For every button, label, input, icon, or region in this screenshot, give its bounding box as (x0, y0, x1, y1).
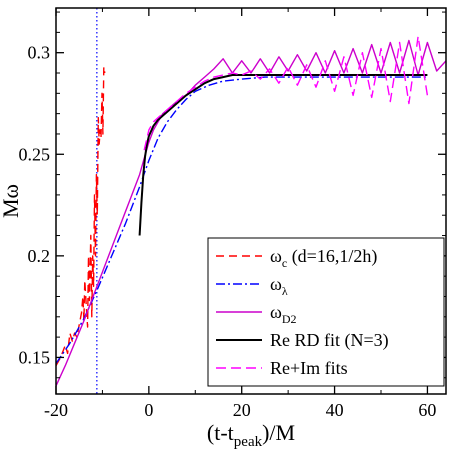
legend-label-5: Re+Im fits (270, 358, 348, 378)
axis-layer: -20 0 20 40 60 0.15 0.2 0.25 0.3 (t-tpeak)/M Mω (0, 7, 447, 450)
legend-label-1: ωc (d=16,1/2h) (270, 246, 377, 270)
legend-label-main: ω (270, 246, 282, 266)
legend-label-main: ω (270, 302, 282, 322)
legend-label-main: Re+Im fits (270, 358, 348, 378)
series-line-2 (56, 76, 428, 364)
legend-label-tail: (d=16,1/2h) (287, 246, 377, 267)
x-tick-label: -20 (44, 400, 68, 420)
x-tick-label: 20 (233, 400, 251, 420)
y-axis-label: Mω (0, 184, 23, 218)
legend-label-main: ω (270, 274, 282, 294)
plot-layer (56, 8, 446, 394)
series-line-3 (56, 39, 446, 387)
legend-label-sub: λ (282, 284, 288, 298)
x-tick-label: 60 (418, 400, 436, 420)
y-tick-label: 0.2 (28, 246, 51, 266)
plot-frame (55, 7, 447, 395)
legend-label-3: ωD2 (270, 302, 297, 326)
legend-label-sub: c (282, 256, 287, 270)
x-axis-label-tail: )/M (262, 420, 295, 445)
series-line-4 (138, 74, 428, 236)
series-line-1 (56, 66, 106, 366)
legend-label-main: Re RD fit (N=3) (270, 330, 389, 351)
series-line-5 (143, 35, 429, 151)
x-axis-label-sub: peak (234, 434, 263, 450)
x-tick-label: 0 (144, 400, 153, 420)
x-axis-label-main: (t-t (207, 420, 234, 445)
y-tick-label: 0.25 (19, 144, 51, 164)
x-axis-label: (t-tpeak)/M (207, 420, 295, 450)
y-tick-label: 0.3 (28, 43, 51, 63)
y-tick-label: 0.15 (19, 347, 51, 367)
legend-label-2: ωλ (270, 274, 288, 298)
legend-label-4: Re RD fit (N=3) (270, 330, 389, 351)
legend-label-sub: D2 (282, 312, 297, 326)
x-tick-label: 40 (326, 400, 344, 420)
